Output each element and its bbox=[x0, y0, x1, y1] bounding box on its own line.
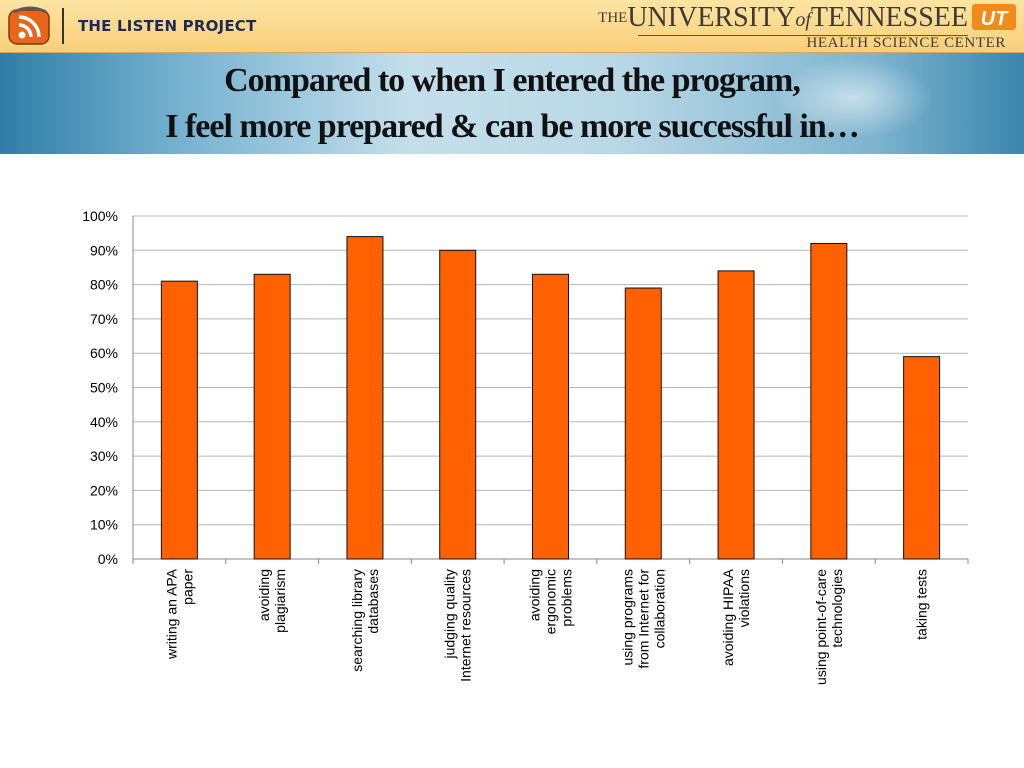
y-tick-label: 60% bbox=[90, 345, 118, 361]
category-label: databases bbox=[365, 569, 381, 634]
category-label: paper bbox=[179, 569, 195, 605]
y-tick-label: 30% bbox=[90, 448, 118, 464]
university-logo: THEUNIVERSITYofTENNESSEE HEALTH SCIENCE … bbox=[598, 2, 1016, 51]
svg-text:UT: UT bbox=[981, 8, 1009, 30]
y-tick-label: 0% bbox=[98, 551, 118, 567]
category-label: violations bbox=[736, 569, 752, 627]
category-label: from Internet for bbox=[635, 569, 651, 669]
y-tick-label: 40% bbox=[90, 414, 118, 430]
bar bbox=[160, 280, 198, 560]
category-label: searching library bbox=[349, 569, 365, 672]
category-label: Internet resources bbox=[458, 569, 474, 682]
category-label: judging quality bbox=[442, 569, 458, 660]
ut-mark-icon: UT bbox=[972, 4, 1016, 30]
listen-rss-logo bbox=[8, 6, 50, 45]
project-name: THE LISTEN PROJECT bbox=[78, 17, 257, 35]
bar bbox=[624, 287, 662, 560]
title-line-1: Compared to when I entered the program, bbox=[224, 62, 801, 99]
category-label: collaboration bbox=[651, 569, 667, 648]
category-label: problems bbox=[559, 569, 575, 627]
header-divider bbox=[62, 8, 64, 44]
bar bbox=[532, 273, 569, 560]
bar bbox=[810, 242, 848, 560]
bar bbox=[903, 356, 941, 560]
y-tick-label: 90% bbox=[90, 242, 118, 258]
y-tick-label: 10% bbox=[90, 517, 118, 533]
category-label: taking tests bbox=[914, 569, 930, 640]
bar bbox=[439, 249, 477, 560]
category-label: plagiarism bbox=[272, 569, 288, 633]
university-rule bbox=[638, 35, 968, 36]
y-tick-label: 80% bbox=[90, 277, 118, 293]
y-tick-label: 70% bbox=[90, 311, 118, 327]
category-label: ergonomic bbox=[543, 569, 559, 634]
y-tick-label: 20% bbox=[90, 482, 118, 498]
slide-title: Compared to when I entered the program, … bbox=[0, 58, 1024, 150]
y-tick-label: 50% bbox=[90, 380, 118, 396]
category-label: avoiding bbox=[527, 569, 543, 621]
category-label: avoiding bbox=[256, 569, 272, 621]
category-label: using programs bbox=[619, 569, 635, 666]
title-line-2: I feel more prepared & can be more succe… bbox=[165, 108, 860, 145]
bar bbox=[717, 270, 755, 560]
y-tick-label: 100% bbox=[82, 208, 118, 224]
category-label: using point-of-care bbox=[813, 569, 829, 685]
university-wordmark: THEUNIVERSITYofTENNESSEE bbox=[598, 2, 968, 33]
bar-chart: 0% 10% 20% 30% 40% 50% 60% 70% 80% 90% 100% writing… bbox=[82, 208, 969, 685]
category-label: writing an APA bbox=[163, 568, 179, 660]
bar bbox=[346, 236, 384, 560]
banner-highlight bbox=[774, 58, 934, 138]
category-label: avoiding HIPAA bbox=[720, 568, 736, 666]
bar bbox=[253, 273, 291, 560]
header-bar: THE LISTEN PROJECT THEUNIVERSITYofTENNES… bbox=[0, 0, 1024, 53]
category-label: technologies bbox=[829, 569, 845, 648]
university-subtitle: HEALTH SCIENCE CENTER bbox=[806, 35, 1006, 51]
